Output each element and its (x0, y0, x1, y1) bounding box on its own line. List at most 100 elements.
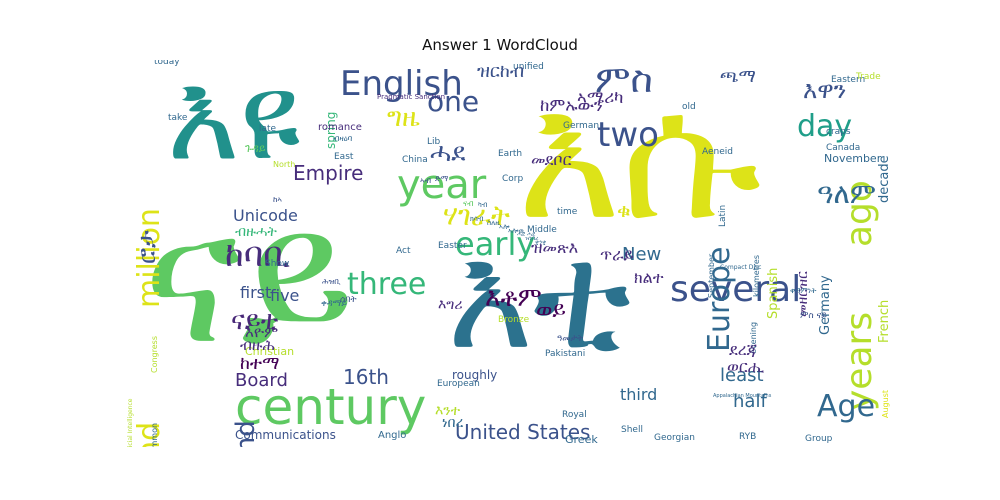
cloud-word: roughly (452, 368, 498, 382)
cloud-word: ኣሜሪካ (577, 88, 624, 108)
cloud-word: ስለዚ (487, 219, 501, 227)
cloud-word: ብዛዕባ (333, 134, 353, 143)
cloud-word: ከምኡውን (540, 96, 603, 116)
cloud-word: ብዙሓት (235, 224, 277, 240)
cloud-word: ግዜ (387, 103, 420, 133)
cloud-word: ዓለም (817, 177, 877, 210)
cloud-word: ጥራይ (600, 245, 634, 264)
cloud-word: እቲ (447, 213, 631, 382)
cloud-word: Unicode (233, 206, 298, 225)
cloud-word: old (682, 102, 696, 112)
cloud-word: early (455, 225, 536, 263)
cloud-word: Canada (826, 143, 861, 153)
cloud-word: Congress (150, 336, 159, 373)
cloud-word: Christian (245, 345, 295, 358)
word-cloud: ናይ እሱ እቲ እዩ century year English ምስ years ago seve… (125, 60, 900, 447)
cloud-word: ከባቢ (225, 235, 290, 275)
cloud-word: German (563, 121, 600, 131)
cloud-word: Pakistani (545, 349, 586, 359)
cloud-word: Anglo (378, 430, 407, 441)
cloud-word: September (707, 253, 716, 298)
cloud-word: ክሳብ (470, 215, 484, 223)
cloud-word: እንተ (435, 403, 461, 419)
cloud-word: ከኣ (273, 195, 283, 204)
cloud-word: 16th (343, 365, 389, 389)
cloud-word: እዋን (803, 76, 847, 104)
cloud-word: East (334, 152, 354, 162)
cloud-word: Artificial Intelligence (127, 398, 134, 448)
cloud-word: Georgian (654, 433, 695, 443)
cloud-word: ቋንቋ (535, 239, 547, 246)
cloud-word: ዝመጽእ (531, 238, 579, 257)
cloud-word: half (733, 391, 767, 412)
cloud-word: kilometres (752, 254, 761, 297)
cloud-word: Age (817, 389, 876, 424)
cloud-word: ዝነበረ (525, 235, 539, 242)
cloud-word: take (168, 113, 188, 123)
cloud-word: ካብ (478, 201, 488, 209)
cloud-word: century (235, 378, 427, 436)
cloud-word: third (620, 385, 658, 404)
cloud-word: New (622, 244, 662, 265)
cloud-word: three (347, 267, 427, 302)
cloud-word: Earth (498, 149, 523, 159)
cloud-word: ደረጃ (729, 340, 758, 359)
cloud-word: ወይ (536, 298, 566, 323)
cloud-word: Group (805, 434, 833, 444)
cloud-word: ወርሒ (727, 357, 765, 376)
cloud-word: November (824, 152, 882, 165)
cloud-word: እቶም (485, 283, 542, 313)
cloud-word: እሱ (517, 60, 762, 259)
cloud-word: Trade (856, 72, 881, 82)
cloud-word: five (270, 286, 300, 305)
cloud-word: United States (455, 420, 591, 444)
cloud-word: ሓደ (430, 138, 466, 168)
cloud-word: ብዙሕ (240, 336, 275, 354)
cloud-word: ናይ (143, 169, 355, 385)
cloud-word: ሰባት (340, 295, 357, 305)
cloud-word: መደቦር (531, 150, 572, 169)
cloud-word: Latin (718, 204, 728, 227)
cloud-word: ምስ (595, 60, 653, 101)
cloud-word: ኣሎዉ (508, 227, 525, 235)
cloud-word: Communications (235, 428, 336, 442)
cloud-word: RYB (739, 432, 757, 442)
cloud-word: ዓመታት (557, 334, 584, 344)
cloud-word: ሕዝቢ (322, 277, 341, 286)
cloud-word: Common (150, 422, 159, 447)
cloud-word: ጉዳይ (245, 142, 266, 155)
cloud-word: ናብ (463, 199, 474, 208)
cloud-word: one (427, 85, 480, 118)
cloud-word: እዩ (167, 60, 301, 187)
cloud-word: French (877, 299, 892, 343)
cloud-word: Bronze (498, 315, 530, 325)
cloud-word: today (154, 60, 180, 67)
cloud-word: Compact Disc (720, 264, 762, 271)
cloud-word: ሃገራት (443, 199, 510, 232)
cloud-word: European (437, 379, 480, 389)
cloud-word: ኣብ (420, 176, 432, 185)
cloud-word: late (259, 124, 277, 134)
cloud-word: Aeneid (702, 147, 733, 157)
cloud-word: Act (396, 246, 411, 256)
cloud-word: Pragmatic Sanction (377, 93, 446, 101)
cloud-word: ሓደ ሓደ (517, 231, 536, 238)
cloud-word: Lib (427, 137, 441, 147)
cloud-word: Show (265, 259, 290, 269)
cloud-word: Board (235, 370, 288, 391)
cloud-word: ኣሎ (499, 223, 510, 231)
cloud-word: several (670, 269, 802, 310)
cloud-word: ክልተ (634, 268, 664, 287)
cloud-word: Royal (562, 410, 587, 420)
cloud-word: ቁ (617, 198, 631, 222)
cloud-word: time (557, 207, 578, 217)
cloud-word: least (720, 365, 764, 386)
cloud-word: China (402, 155, 428, 165)
cloud-word: year (397, 162, 487, 208)
cloud-word: Shell (621, 425, 643, 435)
cloud-word: እግሪ (438, 297, 463, 313)
cloud-word: ሮታ (133, 230, 161, 264)
cloud-word: craps (826, 127, 851, 137)
cloud-word: August (881, 390, 890, 418)
cloud-word: Appalachian Mountains (713, 393, 772, 399)
